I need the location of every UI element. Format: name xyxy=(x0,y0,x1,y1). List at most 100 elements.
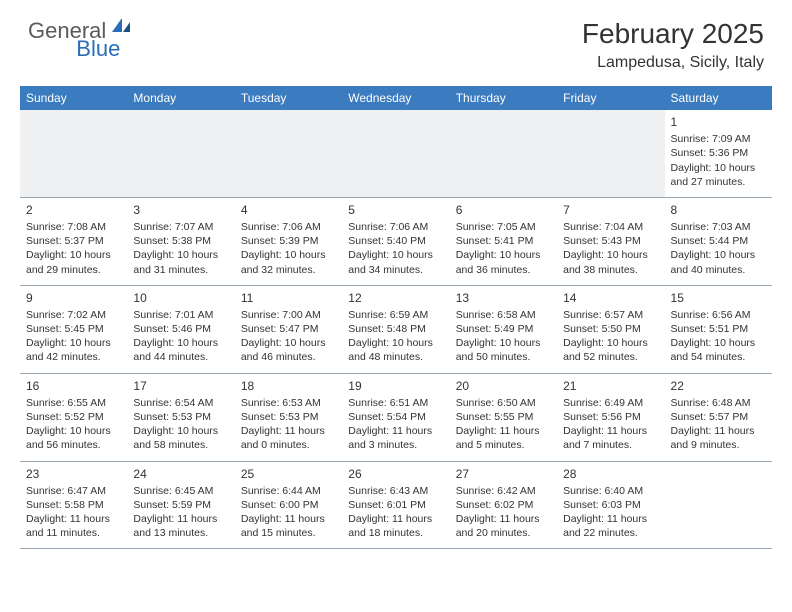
sunset-text: Sunset: 5:47 PM xyxy=(241,322,336,336)
weekday-header: Monday xyxy=(127,86,234,110)
day-number: 17 xyxy=(133,378,228,394)
sunrise-text: Sunrise: 6:50 AM xyxy=(456,396,551,410)
daylight-text: Daylight: 10 hours and 31 minutes. xyxy=(133,248,228,276)
day-number: 25 xyxy=(241,466,336,482)
calendar-day-cell: 16Sunrise: 6:55 AMSunset: 5:52 PMDayligh… xyxy=(20,373,127,461)
sunrise-text: Sunrise: 7:02 AM xyxy=(26,308,121,322)
daylight-text: Daylight: 11 hours and 22 minutes. xyxy=(563,512,658,540)
day-number: 4 xyxy=(241,202,336,218)
sunrise-text: Sunrise: 6:48 AM xyxy=(671,396,766,410)
calendar-day-cell: 4Sunrise: 7:06 AMSunset: 5:39 PMDaylight… xyxy=(235,197,342,285)
calendar-day-cell xyxy=(342,110,449,197)
daylight-text: Daylight: 10 hours and 32 minutes. xyxy=(241,248,336,276)
sunset-text: Sunset: 5:52 PM xyxy=(26,410,121,424)
daylight-text: Daylight: 10 hours and 56 minutes. xyxy=(26,424,121,452)
sunset-text: Sunset: 5:38 PM xyxy=(133,234,228,248)
day-number: 14 xyxy=(563,290,658,306)
sunrise-text: Sunrise: 6:59 AM xyxy=(348,308,443,322)
daylight-text: Daylight: 10 hours and 36 minutes. xyxy=(456,248,551,276)
calendar-week-row: 2Sunrise: 7:08 AMSunset: 5:37 PMDaylight… xyxy=(20,197,772,285)
daylight-text: Daylight: 10 hours and 58 minutes. xyxy=(133,424,228,452)
daylight-text: Daylight: 10 hours and 48 minutes. xyxy=(348,336,443,364)
sunset-text: Sunset: 5:45 PM xyxy=(26,322,121,336)
day-number: 19 xyxy=(348,378,443,394)
day-number: 22 xyxy=(671,378,766,394)
sunrise-text: Sunrise: 6:49 AM xyxy=(563,396,658,410)
calendar-day-cell: 28Sunrise: 6:40 AMSunset: 6:03 PMDayligh… xyxy=(557,461,664,549)
calendar-week-row: 9Sunrise: 7:02 AMSunset: 5:45 PMDaylight… xyxy=(20,285,772,373)
sunrise-text: Sunrise: 7:06 AM xyxy=(348,220,443,234)
logo: General Blue xyxy=(28,18,180,44)
calendar-day-cell xyxy=(557,110,664,197)
calendar-day-cell: 9Sunrise: 7:02 AMSunset: 5:45 PMDaylight… xyxy=(20,285,127,373)
sunrise-text: Sunrise: 6:54 AM xyxy=(133,396,228,410)
weekday-header: Friday xyxy=(557,86,664,110)
calendar-day-cell: 22 Sunrise: 6:48 AMSunset: 5:57 PMDayligh… xyxy=(665,373,772,461)
calendar-day-cell: 14 Sunrise: 6:57 AMSunset: 5:50 PMDayligh… xyxy=(557,285,664,373)
calendar-day-cell: 10Sunrise: 7:01 AMSunset: 5:46 PMDayligh… xyxy=(127,285,234,373)
weekday-header: Saturday xyxy=(665,86,772,110)
sunrise-text: Sunrise: 7:06 AM xyxy=(241,220,336,234)
sunset-text: Sunset: 5:41 PM xyxy=(456,234,551,248)
sunrise-text: Sunrise: 6:56 AM xyxy=(671,308,766,322)
calendar-day-cell: 24Sunrise: 6:45 AMSunset: 5:59 PMDayligh… xyxy=(127,461,234,549)
sunset-text: Sunset: 6:03 PM xyxy=(563,498,658,512)
day-number: 18 xyxy=(241,378,336,394)
daylight-text: Daylight: 10 hours and 46 minutes. xyxy=(241,336,336,364)
sunrise-text: Sunrise: 6:45 AM xyxy=(133,484,228,498)
location: Lampedusa, Sicily, Italy xyxy=(582,54,764,72)
daylight-text: Daylight: 11 hours and 15 minutes. xyxy=(241,512,336,540)
daylight-text: Daylight: 11 hours and 0 minutes. xyxy=(241,424,336,452)
calendar-day-cell xyxy=(127,110,234,197)
daylight-text: Daylight: 10 hours and 27 minutes. xyxy=(671,161,766,189)
calendar-day-cell: 15Sunrise: 6:56 AMSunset: 5:51 PMDayligh… xyxy=(665,285,772,373)
calendar-day-cell: 5 Sunrise: 7:06 AMSunset: 5:40 PMDaylight… xyxy=(342,197,449,285)
title-block: February 2025 Lampedusa, Sicily, Italy xyxy=(582,18,764,72)
calendar-day-cell xyxy=(450,110,557,197)
calendar-day-cell: 27Sunrise: 6:42 AMSunset: 6:02 PMDayligh… xyxy=(450,461,557,549)
sunset-text: Sunset: 5:37 PM xyxy=(26,234,121,248)
weekday-header: Wednesday xyxy=(342,86,449,110)
daylight-text: Daylight: 10 hours and 34 minutes. xyxy=(348,248,443,276)
daylight-text: Daylight: 11 hours and 9 minutes. xyxy=(671,424,766,452)
day-number: 26 xyxy=(348,466,443,482)
day-number: 5 xyxy=(348,202,443,218)
daylight-text: Daylight: 11 hours and 11 minutes. xyxy=(26,512,121,540)
sunset-text: Sunset: 5:40 PM xyxy=(348,234,443,248)
calendar-day-cell: 23Sunrise: 6:47 AMSunset: 5:58 PMDayligh… xyxy=(20,461,127,549)
calendar-day-cell: 21Sunrise: 6:49 AMSunset: 5:56 PMDayligh… xyxy=(557,373,664,461)
sunset-text: Sunset: 5:46 PM xyxy=(133,322,228,336)
daylight-text: Daylight: 11 hours and 18 minutes. xyxy=(348,512,443,540)
sunset-text: Sunset: 5:53 PM xyxy=(241,410,336,424)
daylight-text: Daylight: 10 hours and 54 minutes. xyxy=(671,336,766,364)
sunset-text: Sunset: 5:57 PM xyxy=(671,410,766,424)
day-number: 15 xyxy=(671,290,766,306)
daylight-text: Daylight: 11 hours and 5 minutes. xyxy=(456,424,551,452)
calendar-day-cell: 13Sunrise: 6:58 AMSunset: 5:49 PMDayligh… xyxy=(450,285,557,373)
calendar-day-cell: 25Sunrise: 6:44 AMSunset: 6:00 PMDayligh… xyxy=(235,461,342,549)
calendar-week-row: 16Sunrise: 6:55 AMSunset: 5:52 PMDayligh… xyxy=(20,373,772,461)
daylight-text: Daylight: 11 hours and 13 minutes. xyxy=(133,512,228,540)
sunrise-text: Sunrise: 6:58 AM xyxy=(456,308,551,322)
sunset-text: Sunset: 5:49 PM xyxy=(456,322,551,336)
calendar-day-cell: 8Sunrise: 7:03 AMSunset: 5:44 PMDaylight… xyxy=(665,197,772,285)
weekday-header: Tuesday xyxy=(235,86,342,110)
header: General Blue February 2025 Lampedusa, Si… xyxy=(0,0,792,80)
daylight-text: Daylight: 11 hours and 20 minutes. xyxy=(456,512,551,540)
sunset-text: Sunset: 5:36 PM xyxy=(671,146,766,160)
day-number: 20 xyxy=(456,378,551,394)
sunset-text: Sunset: 5:43 PM xyxy=(563,234,658,248)
daylight-text: Daylight: 10 hours and 29 minutes. xyxy=(26,248,121,276)
sunset-text: Sunset: 5:58 PM xyxy=(26,498,121,512)
sunset-text: Sunset: 5:48 PM xyxy=(348,322,443,336)
sunrise-text: Sunrise: 6:57 AM xyxy=(563,308,658,322)
daylight-text: Daylight: 10 hours and 52 minutes. xyxy=(563,336,658,364)
sunset-text: Sunset: 5:50 PM xyxy=(563,322,658,336)
logo-text-blue: Blue xyxy=(76,36,120,62)
calendar-day-cell: 20Sunrise: 6:50 AMSunset: 5:55 PMDayligh… xyxy=(450,373,557,461)
day-number: 2 xyxy=(26,202,121,218)
day-number: 6 xyxy=(456,202,551,218)
sunset-text: Sunset: 5:44 PM xyxy=(671,234,766,248)
daylight-text: Daylight: 10 hours and 40 minutes. xyxy=(671,248,766,276)
day-number: 16 xyxy=(26,378,121,394)
